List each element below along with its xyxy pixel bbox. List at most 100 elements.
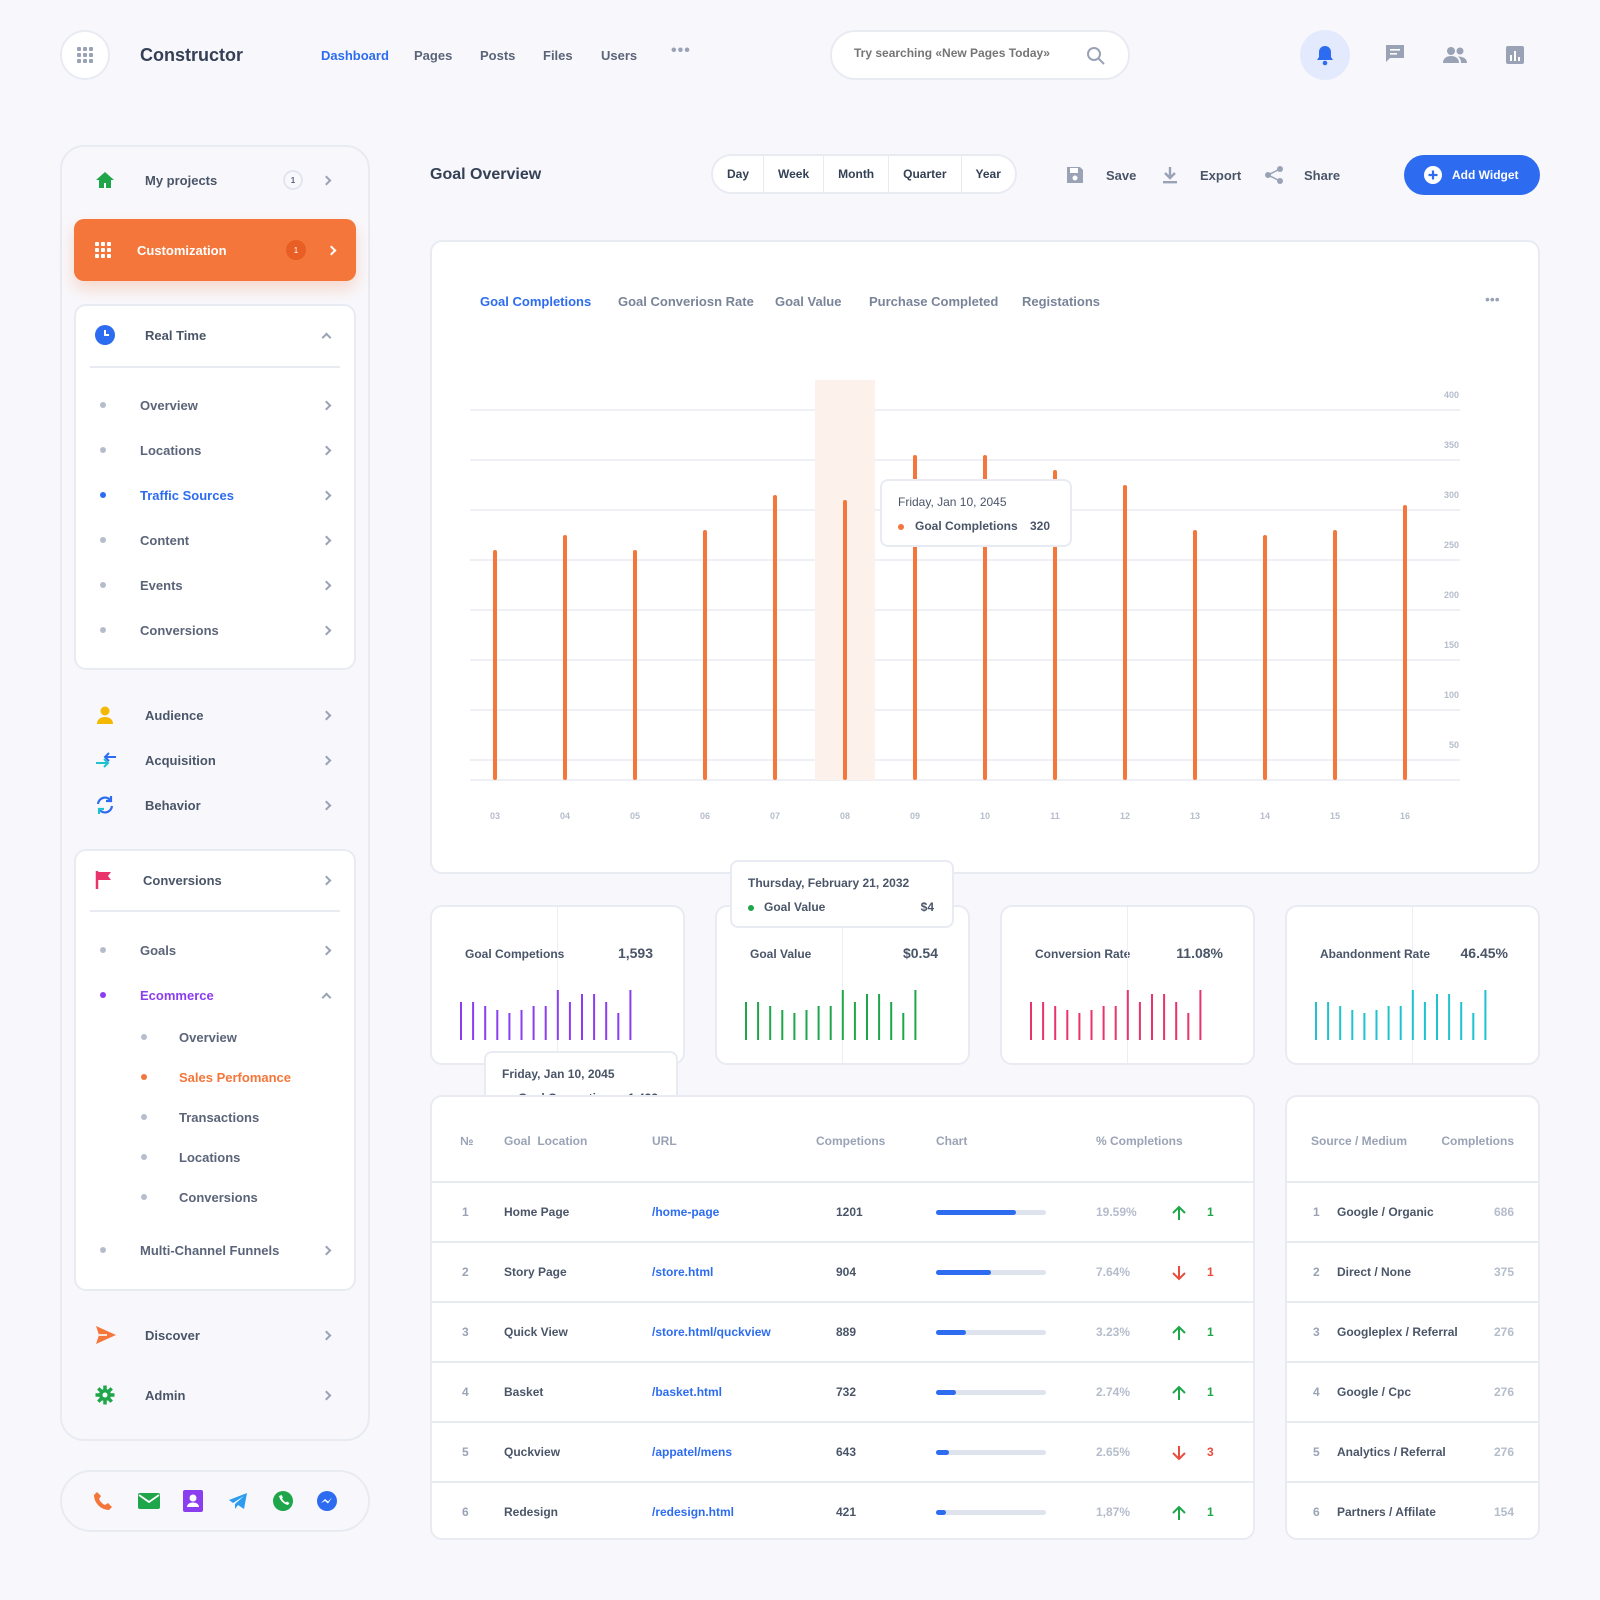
- ecommerce-subitem[interactable]: Sales Perfomance: [141, 1065, 341, 1089]
- phone-icon[interactable]: [93, 1491, 113, 1511]
- sidebar-subitem[interactable]: Content: [100, 528, 332, 552]
- search-bar[interactable]: [830, 30, 1130, 80]
- row-url-link[interactable]: /store.html: [652, 1265, 714, 1279]
- mini-card-1[interactable]: Goal Value $0.54: [715, 905, 970, 1065]
- save-button[interactable]: Save: [1066, 164, 1136, 186]
- notifications-button[interactable]: [1300, 30, 1350, 80]
- sidebar-item-funnels[interactable]: Multi-Channel Funnels: [100, 1238, 332, 1262]
- person-icon: [97, 706, 113, 724]
- ecommerce-subitem[interactable]: Conversions: [141, 1185, 341, 1209]
- mini-bar: [508, 1013, 511, 1040]
- mini-bar: [1423, 1002, 1426, 1040]
- sidebar-subitem[interactable]: Events: [100, 573, 332, 597]
- bar-07[interactable]: [773, 495, 777, 780]
- search-input[interactable]: [854, 46, 1074, 60]
- nav-files[interactable]: Files: [543, 48, 573, 63]
- nav-pages[interactable]: Pages: [414, 48, 453, 63]
- chart-tab-3[interactable]: Purchase Completed: [869, 294, 999, 309]
- mini-card-2[interactable]: Conversion Rate 11.08%: [1000, 905, 1255, 1065]
- more-icon[interactable]: •••: [671, 42, 691, 59]
- mini-card-3[interactable]: Abandonment Rate 46.45%: [1285, 905, 1540, 1065]
- sidebar-subitem[interactable]: Locations: [100, 438, 332, 462]
- table-row[interactable]: 5 Analytics / Referral 276: [1287, 1421, 1538, 1481]
- sidebar-item-audience[interactable]: Audience: [95, 703, 332, 727]
- messenger-icon[interactable]: [316, 1490, 338, 1512]
- period-quarter[interactable]: Quarter: [889, 156, 962, 192]
- chevron-right-icon: [321, 490, 332, 500]
- ecommerce-subitem[interactable]: Transactions: [141, 1105, 341, 1129]
- mini-bar: [914, 990, 917, 1040]
- bar-12[interactable]: [1123, 485, 1127, 780]
- ecommerce-subitem[interactable]: Overview: [141, 1025, 341, 1049]
- bar-04[interactable]: [563, 535, 567, 780]
- bar-13[interactable]: [1193, 530, 1197, 780]
- bar-06[interactable]: [703, 530, 707, 780]
- table-row[interactable]: 1 Google / Organic 686: [1287, 1181, 1538, 1241]
- period-week[interactable]: Week: [764, 156, 825, 192]
- row-url-link[interactable]: /basket.html: [652, 1385, 723, 1399]
- users-icon[interactable]: [1443, 46, 1467, 64]
- table-row[interactable]: 6 Partners / Affilate 154: [1287, 1481, 1538, 1541]
- table-row[interactable]: 3 Googleplex / Referral 276: [1287, 1301, 1538, 1361]
- bar-08[interactable]: [843, 500, 847, 780]
- mail-icon[interactable]: [138, 1493, 160, 1509]
- bar-03[interactable]: [493, 550, 497, 780]
- chat-icon[interactable]: [1384, 44, 1406, 64]
- bar-14[interactable]: [1263, 535, 1267, 780]
- sidebar-item-customization[interactable]: Customization 1: [74, 219, 356, 281]
- row-url-link[interactable]: /redesign.html: [652, 1505, 735, 1519]
- table-row[interactable]: 2 Direct / None 375: [1287, 1241, 1538, 1301]
- nav-dashboard[interactable]: Dashboard: [321, 48, 389, 63]
- row-url-link[interactable]: /store.html/quckview: [652, 1325, 771, 1339]
- whatsapp-icon[interactable]: [272, 1490, 294, 1512]
- row-url-link[interactable]: /home-page: [652, 1205, 720, 1219]
- sidebar-item-goals[interactable]: Goals: [100, 938, 332, 962]
- export-button[interactable]: Export: [1162, 164, 1241, 186]
- nav-users[interactable]: Users: [601, 48, 638, 63]
- mini-card-0[interactable]: Goal Competions 1,593: [430, 905, 685, 1065]
- add-widget-button[interactable]: Add Widget: [1404, 155, 1540, 195]
- telegram-icon[interactable]: [228, 1492, 248, 1510]
- analytics-icon[interactable]: [1506, 46, 1524, 64]
- period-day[interactable]: Day: [713, 156, 765, 192]
- contact-card-icon[interactable]: [183, 1490, 203, 1512]
- table-row[interactable]: 3 Quick View/store.html/quckview 889 3.23% 1: [432, 1301, 1253, 1361]
- search-icon[interactable]: [1086, 46, 1106, 66]
- sidebar-subitem[interactable]: Overview: [100, 393, 332, 417]
- bar-05[interactable]: [633, 550, 637, 780]
- mini-bar: [1472, 1013, 1475, 1040]
- share-button[interactable]: Share: [1264, 164, 1340, 186]
- apps-menu-button[interactable]: [60, 30, 110, 80]
- more-icon[interactable]: •••: [1485, 291, 1500, 307]
- sidebar-item-realtime[interactable]: Real Time: [95, 323, 332, 347]
- chart-tab-0[interactable]: Goal Completions: [480, 294, 592, 309]
- chart-tab-4[interactable]: Registations: [1022, 294, 1101, 309]
- table-row[interactable]: 4 Google / Cpc 276: [1287, 1361, 1538, 1421]
- sidebar-subitem[interactable]: Traffic Sources: [100, 483, 332, 507]
- sidebar-item-conversions[interactable]: Conversions: [95, 868, 332, 892]
- sidebar-item-discover[interactable]: Discover: [95, 1323, 332, 1347]
- bar-15[interactable]: [1333, 530, 1337, 780]
- chart-tab-2[interactable]: Goal Value: [775, 294, 842, 309]
- period-year[interactable]: Year: [975, 167, 1001, 181]
- nav-posts[interactable]: Posts: [480, 48, 516, 63]
- bar-11[interactable]: [1053, 470, 1057, 780]
- table-row[interactable]: 5 Quckview/appatel/mens 643 2.65% 3: [432, 1421, 1253, 1481]
- mini-card-value: 1,593: [617, 945, 653, 961]
- table-row[interactable]: 1 Home Page/home-page 1201 19.59% 1: [432, 1181, 1253, 1241]
- sidebar-item-ecommerce[interactable]: Ecommerce: [100, 983, 332, 1007]
- chart-tab-1[interactable]: Goal Converiosn Rate: [618, 294, 754, 309]
- table-row[interactable]: 2 Story Page/store.html 904 7.64% 1: [432, 1241, 1253, 1301]
- table-row[interactable]: 4 Basket/basket.html 732 2.74% 1: [432, 1361, 1253, 1421]
- sidebar-item-behavior[interactable]: Behavior: [95, 793, 332, 817]
- sidebar-item-admin[interactable]: Admin: [95, 1383, 332, 1407]
- sidebar-item-acquisition[interactable]: Acquisition: [95, 748, 332, 772]
- table-row[interactable]: 6 Redesign/redesign.html 421 1,87% 1: [432, 1481, 1253, 1541]
- row-url-link[interactable]: /appatel/mens: [652, 1445, 733, 1459]
- bar-16[interactable]: [1403, 505, 1407, 780]
- sidebar-item-my-projects[interactable]: My projects 1: [95, 168, 332, 192]
- period-month[interactable]: Month: [824, 156, 890, 192]
- mini-bar: [1175, 1002, 1178, 1040]
- sidebar-subitem[interactable]: Conversions: [100, 618, 332, 642]
- ecommerce-subitem[interactable]: Locations: [141, 1145, 341, 1169]
